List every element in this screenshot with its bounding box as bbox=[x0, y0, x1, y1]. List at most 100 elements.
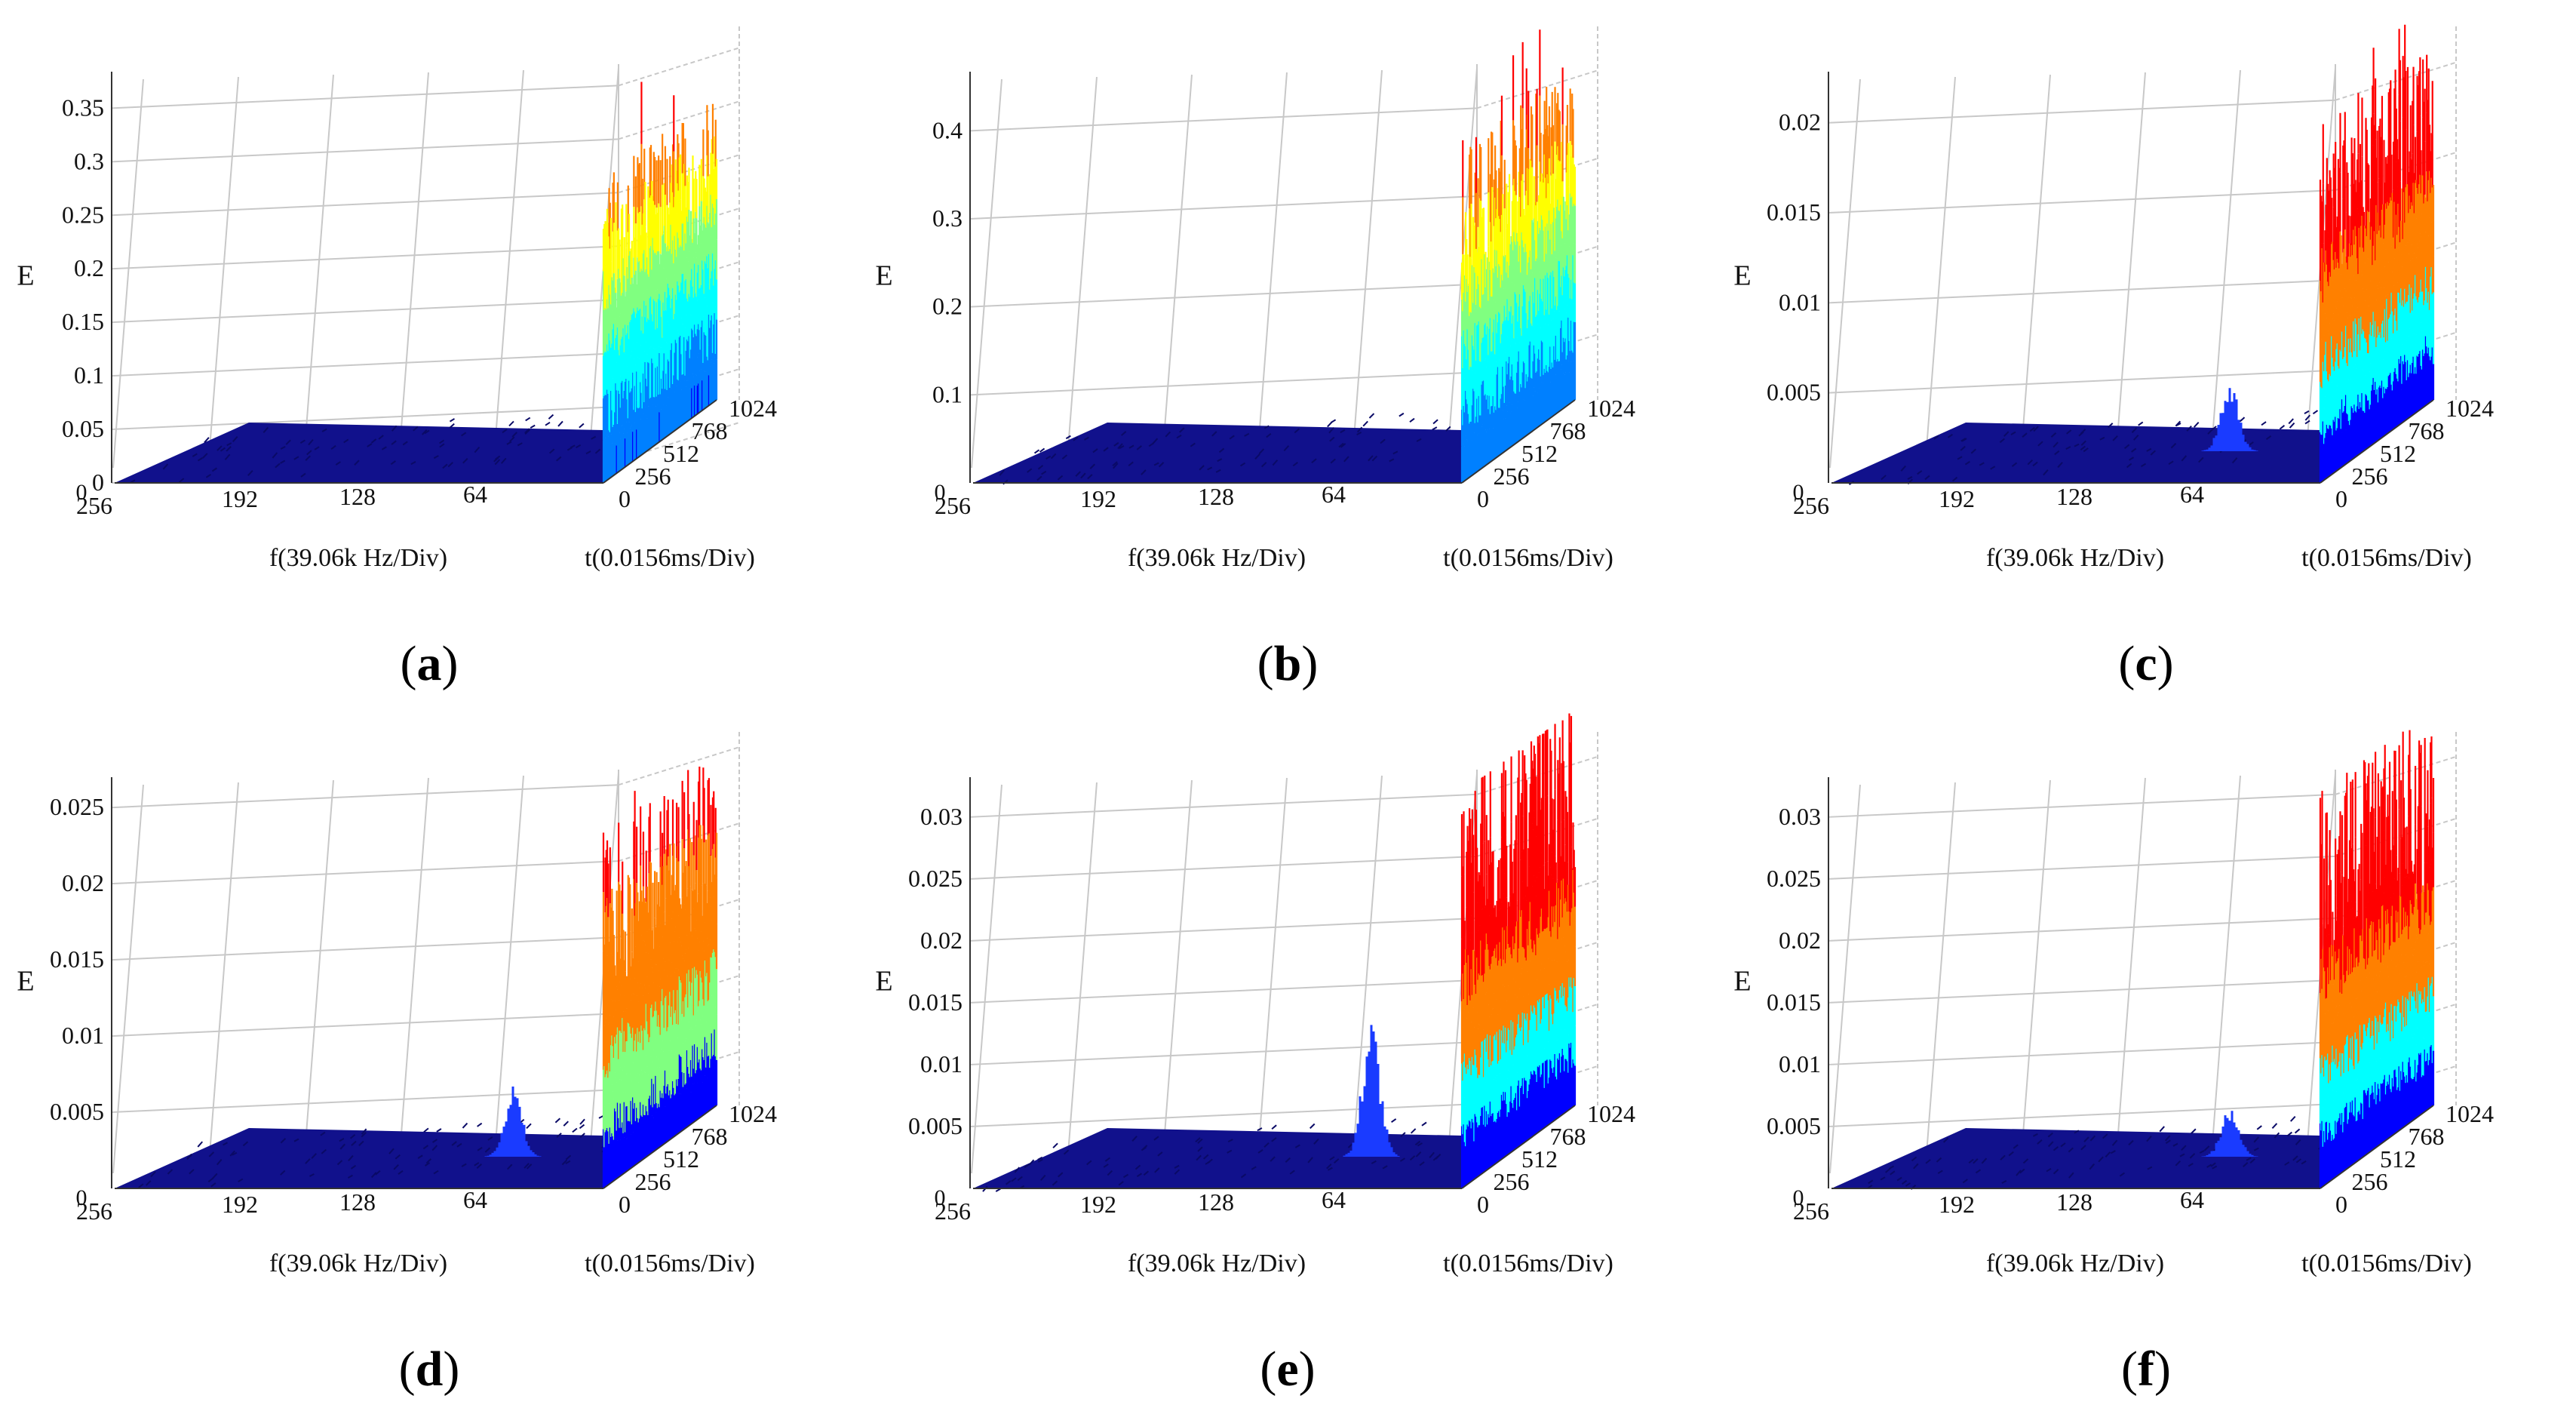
f-tick-label: 128 bbox=[2056, 483, 2092, 510]
f-tick-label: 128 bbox=[339, 1188, 376, 1216]
z-tick-label: 0.2 bbox=[74, 254, 104, 281]
low-frequency-wall bbox=[602, 767, 718, 1188]
f-axis-label: f(39.06k Hz/Div) bbox=[1986, 1250, 2164, 1277]
t-tick-label: 1024 bbox=[729, 395, 777, 422]
z-tick-label: 0.03 bbox=[1779, 803, 1821, 830]
origin-label: 0 bbox=[76, 480, 88, 505]
t-tick-label: 768 bbox=[692, 417, 728, 444]
z-tick-label: 0.025 bbox=[908, 865, 963, 892]
f-tick-label: 64 bbox=[2180, 481, 2204, 508]
t-tick-label: 512 bbox=[663, 1145, 699, 1173]
origin-label: 0 bbox=[1793, 1185, 1804, 1210]
t-axis-line bbox=[2320, 399, 2434, 484]
t-tick-label: 0 bbox=[2335, 1191, 2347, 1218]
panel-d: 0.005 0.01 0.015 0.02 0.025 E 256 192 128 64 0 f(39… bbox=[0, 706, 858, 1411]
f-tick-label: 128 bbox=[1198, 483, 1234, 510]
f-axis-label: f(39.06k Hz/Div) bbox=[1128, 544, 1306, 572]
t-tick-label: 768 bbox=[692, 1123, 728, 1150]
grid bbox=[1828, 732, 2457, 1174]
f-tick-label: 256 bbox=[1793, 1197, 1829, 1225]
caption-e: (e) bbox=[1260, 1342, 1316, 1397]
z-tick-label: 0.3 bbox=[74, 147, 104, 174]
t-tick-label: 1024 bbox=[2446, 395, 2494, 422]
f-tick-label: 192 bbox=[1080, 1191, 1116, 1218]
t-tick-label: 0 bbox=[1477, 1191, 1489, 1218]
t-axis-line bbox=[1461, 399, 1576, 484]
t-tick-label: 256 bbox=[635, 1168, 671, 1195]
f-tick-label: 128 bbox=[2056, 1188, 2092, 1216]
z-axis-label: E bbox=[17, 966, 34, 998]
side-peak bbox=[2201, 1111, 2258, 1157]
t-axis-label: t(0.0156ms/Div) bbox=[2301, 544, 2472, 572]
z-tick-label: 0.005 bbox=[1767, 1112, 1821, 1139]
t-tick-label: 1024 bbox=[2446, 1100, 2494, 1127]
f-tick-label: 192 bbox=[1939, 1191, 1975, 1218]
f-axis-label: f(39.06k Hz/Div) bbox=[1986, 544, 2164, 572]
z-axis-label: E bbox=[1733, 260, 1751, 292]
z-axis-label: E bbox=[1733, 966, 1751, 998]
z-tick-label: 0.3 bbox=[932, 204, 963, 232]
origin-label: 0 bbox=[76, 1185, 88, 1210]
z-tick-label: 0.25 bbox=[62, 201, 104, 228]
z-tick-label: 0.015 bbox=[908, 988, 963, 1016]
z-tick-label: 0.1 bbox=[932, 380, 963, 407]
surface-plot-a: 0 0.05 0.1 0.15 0.2 0.25 0.3 0.35 E 256 192 128 64 0 f… bbox=[17, 26, 777, 572]
f-tick-label: 192 bbox=[1939, 485, 1975, 512]
surface-plot-b: 0.1 0.2 0.3 0.4 E 256 192 128 64 0 f(39.06k Hz/Div… bbox=[875, 26, 1635, 572]
z-tick-label: 0.4 bbox=[932, 116, 963, 143]
f-tick-label: 256 bbox=[935, 1197, 971, 1225]
t-axis-line bbox=[603, 1105, 717, 1189]
origin-label: 0 bbox=[1793, 480, 1804, 505]
surface-floor bbox=[973, 1117, 1467, 1192]
caption-c: (c) bbox=[2118, 636, 2174, 691]
z-tick-label: 0.01 bbox=[920, 1050, 963, 1077]
f-axis-label: f(39.06k Hz/Div) bbox=[269, 544, 447, 572]
side-peak bbox=[2201, 388, 2258, 451]
f-tick-label: 192 bbox=[1080, 485, 1116, 512]
t-axis-line bbox=[1461, 1105, 1576, 1189]
t-tick-label: 512 bbox=[1521, 440, 1558, 467]
low-frequency-wall bbox=[2319, 24, 2435, 483]
z-tick-label: 0.005 bbox=[908, 1112, 963, 1139]
f-tick-label: 128 bbox=[339, 483, 376, 510]
z-tick-label: 0.015 bbox=[50, 945, 104, 973]
origin-label: 0 bbox=[935, 480, 946, 505]
t-axis-label: t(0.0156ms/Div) bbox=[585, 544, 755, 572]
low-frequency-wall bbox=[1460, 713, 1577, 1188]
f-tick-label: 192 bbox=[222, 1191, 258, 1218]
panel-f: 0.005 0.01 0.015 0.02 0.025 0.03 E 256 192 128 64 0… bbox=[1717, 706, 2575, 1411]
f-tick-label: 128 bbox=[1198, 1188, 1234, 1216]
t-tick-label: 512 bbox=[663, 440, 699, 467]
f-axis-label: f(39.06k Hz/Div) bbox=[269, 1250, 447, 1277]
z-tick-label: 0.2 bbox=[932, 293, 963, 320]
side-peak bbox=[484, 1087, 542, 1157]
f-tick-label: 64 bbox=[1322, 1186, 1346, 1213]
t-tick-label: 1024 bbox=[729, 1100, 777, 1127]
z-tick-label: 0.01 bbox=[62, 1022, 104, 1049]
t-axis-line bbox=[603, 399, 717, 484]
surface-plot-e: 0.005 0.01 0.015 0.02 0.025 0.03 E 256 192 128 64 0… bbox=[875, 713, 1635, 1277]
z-tick-label: 0.03 bbox=[920, 803, 963, 830]
surface-plot-d: 0.005 0.01 0.015 0.02 0.025 E 256 192 128 64 0 f(39… bbox=[17, 732, 777, 1277]
z-tick-label: 0.025 bbox=[1767, 865, 1821, 892]
z-axis-label: E bbox=[875, 966, 892, 998]
t-tick-label: 256 bbox=[1494, 463, 1530, 490]
surface-floor bbox=[973, 412, 1462, 485]
low-frequency-wall bbox=[1460, 29, 1577, 483]
f-tick-label: 64 bbox=[463, 1186, 487, 1213]
z-tick-label: 0.005 bbox=[50, 1098, 104, 1125]
z-tick-label: 0.005 bbox=[1767, 379, 1821, 406]
t-tick-label: 1024 bbox=[1587, 395, 1635, 422]
caption-f: (f) bbox=[2121, 1342, 2171, 1397]
t-tick-label: 512 bbox=[2380, 1145, 2416, 1173]
z-axis-label: E bbox=[17, 260, 34, 292]
z-tick-label: 0.15 bbox=[62, 308, 104, 335]
surface-floor bbox=[1831, 1116, 2324, 1190]
surface-plot-f: 0.005 0.01 0.015 0.02 0.025 0.03 E 256 192 128 64 0… bbox=[1733, 730, 2494, 1277]
origin-label: 0 bbox=[935, 1185, 946, 1210]
t-axis-label: t(0.0156ms/Div) bbox=[1443, 544, 1613, 572]
f-tick-label: 256 bbox=[76, 1197, 112, 1225]
panel-c: 0.005 0.01 0.015 0.02 E 256 192 128 64 0 f(39.06k … bbox=[1717, 0, 2575, 706]
surface-floor bbox=[1831, 410, 2320, 485]
caption-a: (a) bbox=[400, 636, 459, 691]
